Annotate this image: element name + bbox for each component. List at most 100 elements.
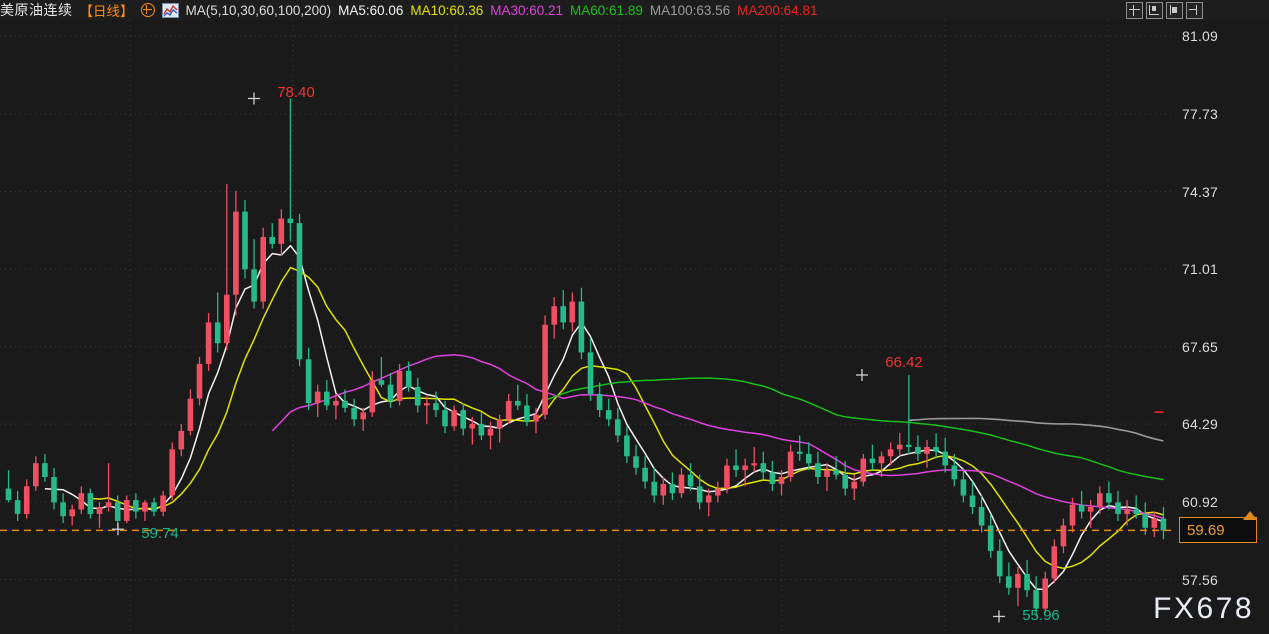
price-tick: 67.65 xyxy=(1182,338,1219,355)
jump-last-tool-icon[interactable] xyxy=(1186,2,1203,19)
candle-body xyxy=(1078,504,1085,512)
chart-toolbar[interactable] xyxy=(1126,2,1203,19)
candle-body xyxy=(224,294,230,344)
period-label[interactable]: 【日线】 xyxy=(79,4,134,19)
candle-body xyxy=(51,477,57,503)
candle-body xyxy=(933,447,939,452)
candle-body xyxy=(451,410,457,427)
candle-body xyxy=(69,509,75,517)
candle-body xyxy=(787,451,794,477)
candle-body xyxy=(78,493,85,510)
candle-body xyxy=(815,463,821,477)
price-tick: 81.09 xyxy=(1182,28,1219,45)
candle-body xyxy=(642,467,648,482)
candle-body xyxy=(396,370,403,401)
grid-lines xyxy=(0,20,1175,634)
candle-body xyxy=(987,525,994,551)
ma100-value: MA100:63.56 xyxy=(649,2,731,18)
candle-body xyxy=(705,495,712,503)
candle-body xyxy=(405,370,412,388)
candle-body xyxy=(414,387,421,406)
crosshair-tool-icon[interactable] xyxy=(1126,2,1143,19)
candle-body xyxy=(187,398,194,431)
candle-body xyxy=(269,237,275,244)
candles xyxy=(5,98,1167,617)
mini-chart-icon[interactable] xyxy=(161,2,179,18)
candle-body xyxy=(978,507,985,526)
candle-body xyxy=(1051,546,1058,579)
left-label: 59.74 xyxy=(141,525,179,542)
ma-title: MA(5,10,30,60,100,200) xyxy=(185,2,332,18)
candle-body xyxy=(742,465,748,471)
candle-body xyxy=(960,479,967,496)
price-tick: 77.73 xyxy=(1182,105,1219,122)
candle-body xyxy=(196,363,203,399)
ma-line-MA100 xyxy=(908,417,1164,442)
candle-body xyxy=(551,306,557,325)
ma-line-MA10 xyxy=(90,266,1164,570)
candle-body xyxy=(833,470,839,475)
current-price-arrow-icon xyxy=(1243,511,1257,521)
candle-body xyxy=(1124,509,1130,514)
crosshair-circle-icon[interactable] xyxy=(140,3,155,17)
align-left-tool-icon[interactable] xyxy=(1146,2,1163,19)
candle-body xyxy=(433,403,439,411)
candle-body xyxy=(1142,514,1148,528)
price-tick: 57.56 xyxy=(1182,571,1219,588)
candle-body xyxy=(678,474,685,494)
candle-body xyxy=(151,502,157,512)
candle-body xyxy=(314,391,321,404)
current-price-badge[interactable]: 59.69 xyxy=(1179,517,1257,544)
candle-body xyxy=(869,458,876,464)
candle-body xyxy=(251,269,257,302)
candle-body xyxy=(114,502,121,521)
candle-body xyxy=(596,393,603,411)
candle-body xyxy=(578,301,585,353)
candle-body xyxy=(460,410,466,429)
price-tick: 60.92 xyxy=(1182,493,1219,510)
high-label: 78.40 xyxy=(277,84,315,101)
price-tick: 74.37 xyxy=(1182,183,1219,200)
candle-body xyxy=(1015,574,1021,588)
price-plot[interactable]: 78.40 66.42 59.74 55.96 xyxy=(0,20,1175,634)
candle-body xyxy=(1160,518,1167,531)
candle-body xyxy=(542,324,548,415)
candle-body xyxy=(587,352,594,394)
candle-body xyxy=(478,423,485,436)
candle-body xyxy=(1106,493,1112,503)
candle-body xyxy=(496,419,503,429)
candle-body xyxy=(42,463,48,477)
candle-body xyxy=(33,463,39,487)
candle-body xyxy=(296,223,303,360)
candle-body xyxy=(369,380,376,413)
candle-body xyxy=(515,400,521,406)
watermark: FX678 xyxy=(1153,592,1254,625)
ma5-value: MA5:60.06 xyxy=(338,2,404,18)
ma10-value: MA10:60.36 xyxy=(410,2,484,18)
symbol-name[interactable]: 美原油连续 xyxy=(0,2,73,18)
candle-body xyxy=(751,463,757,466)
candle-body xyxy=(60,502,66,517)
candle-body xyxy=(824,470,830,477)
candle-body xyxy=(360,412,366,420)
candle-body xyxy=(633,456,639,468)
candle-body xyxy=(1006,576,1012,588)
candle-body xyxy=(778,477,785,484)
candle-body xyxy=(442,410,448,427)
moving-average-lines xyxy=(44,244,1164,591)
candle-body xyxy=(96,507,103,514)
candle-body xyxy=(1033,590,1039,609)
candle-body xyxy=(878,456,885,464)
candle-body xyxy=(133,500,139,512)
candle-body xyxy=(260,237,266,302)
candle-body xyxy=(278,218,285,244)
candle-body xyxy=(760,463,767,473)
price-axis[interactable]: 81.09 77.73 74.37 71.01 67.65 64.29 60.92 57.56… xyxy=(1175,20,1269,634)
candle-body xyxy=(242,211,248,270)
candle-body xyxy=(860,458,867,482)
ma60-value: MA60:61.89 xyxy=(570,2,643,18)
candle-body xyxy=(615,419,621,436)
candle-body xyxy=(505,400,512,420)
candle-body xyxy=(951,465,958,480)
align-right-tool-icon[interactable] xyxy=(1166,2,1183,19)
